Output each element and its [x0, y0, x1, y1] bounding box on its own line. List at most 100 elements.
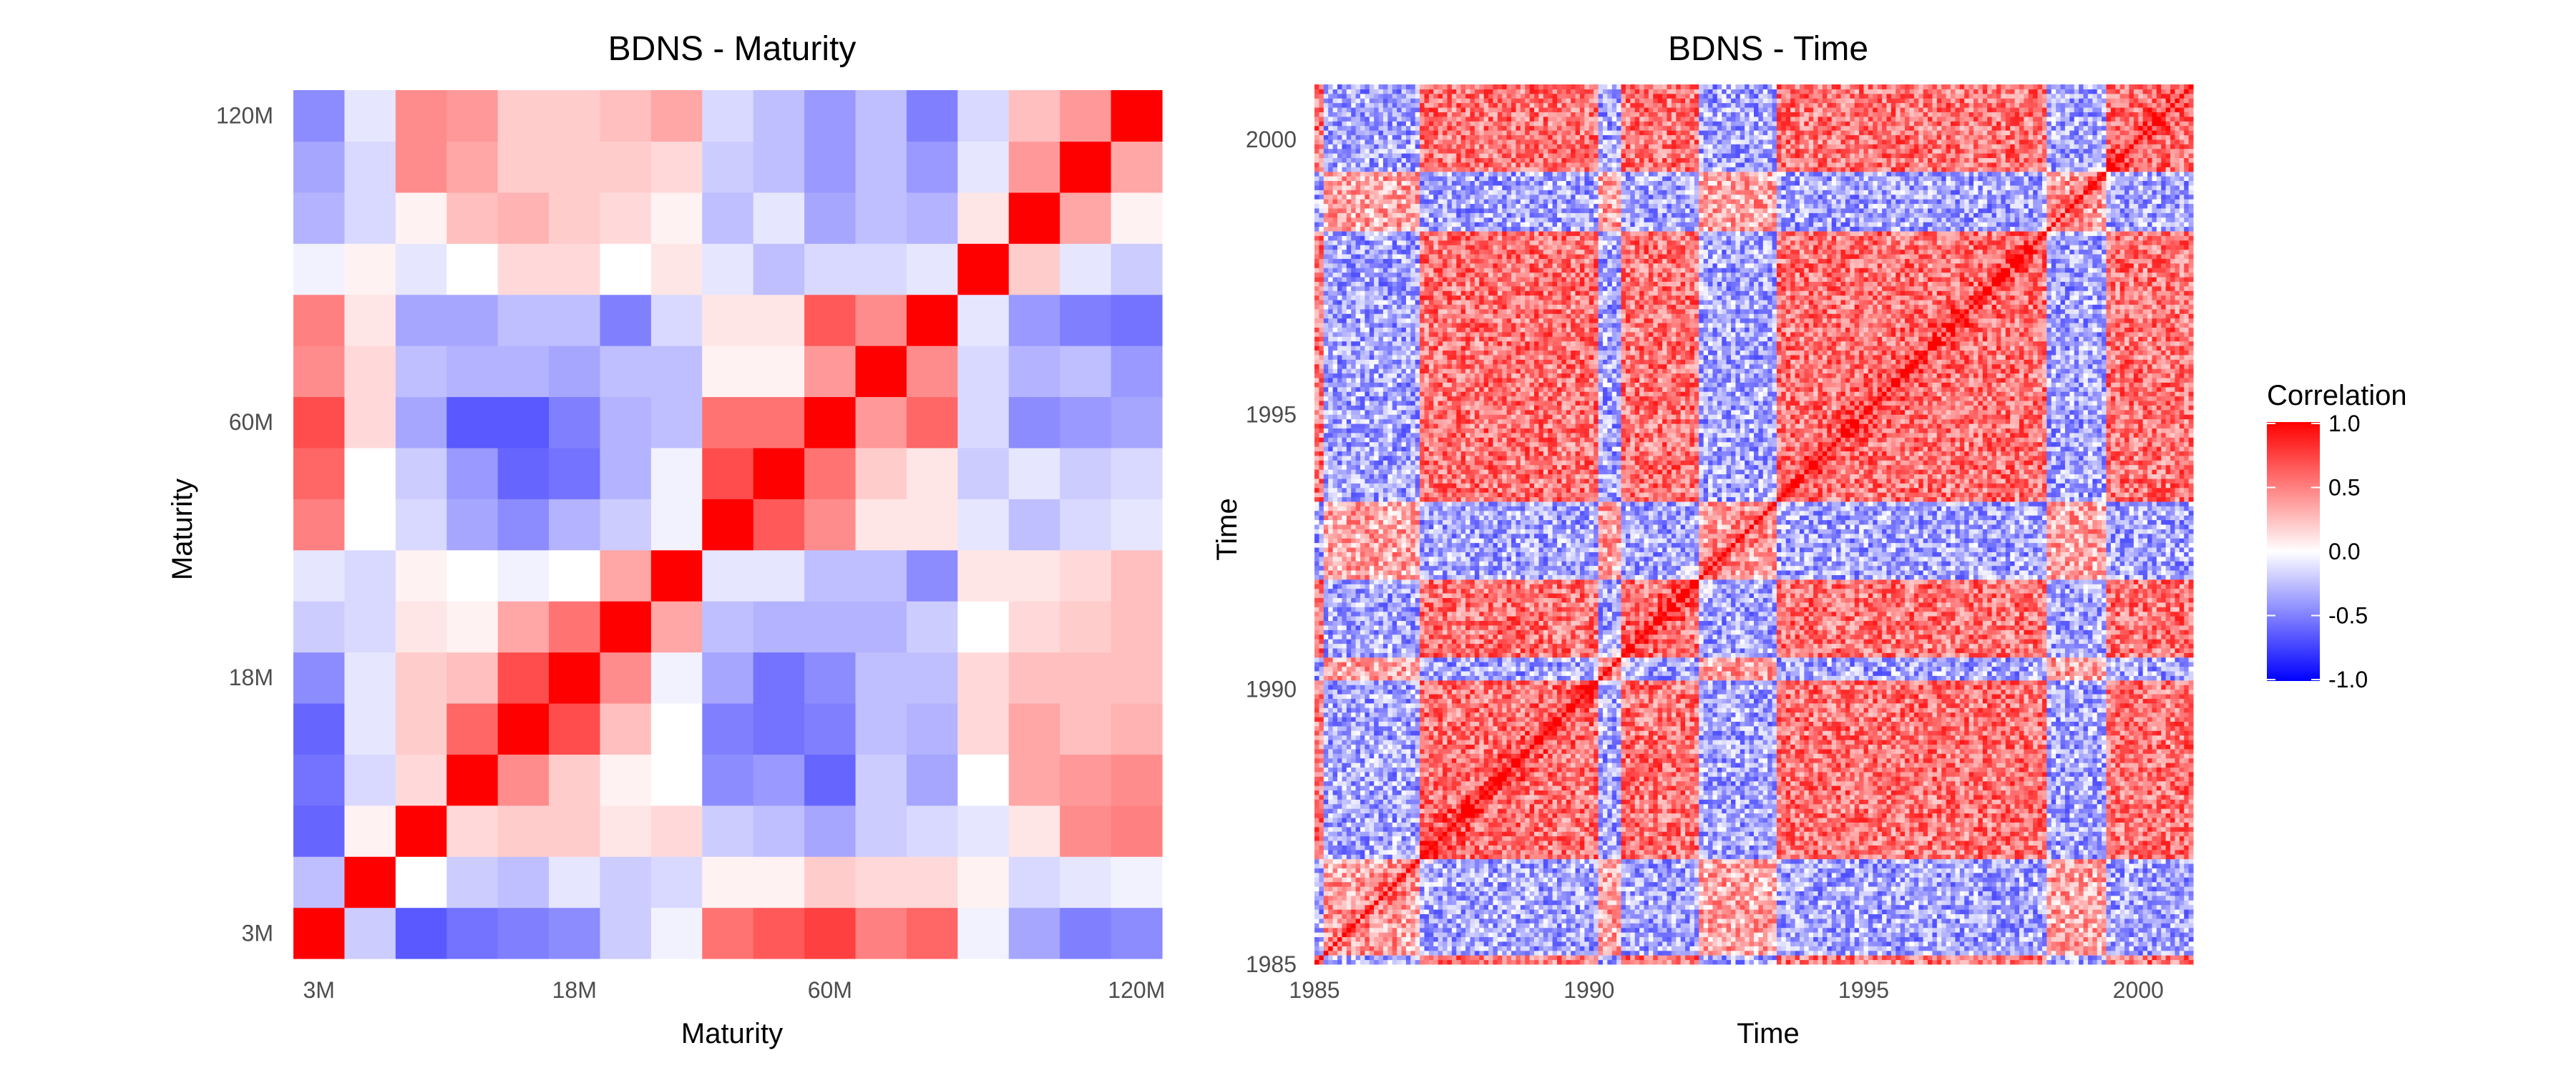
heatmap-cell	[1383, 946, 1388, 951]
heatmap-cell	[1351, 955, 1356, 960]
heatmap-cell	[344, 243, 396, 295]
heatmap-cell	[1576, 955, 1581, 960]
heatmap-cell	[2092, 960, 2097, 965]
heatmap-cell	[957, 192, 1009, 244]
heatmap-cell	[2046, 955, 2051, 960]
heatmap-cell	[1603, 951, 1608, 956]
heatmap-cell	[804, 295, 856, 346]
heatmap-cell	[344, 396, 396, 448]
heatmap-cell	[1525, 955, 1530, 960]
heatmap-cell	[2180, 955, 2185, 960]
heatmap-cell	[396, 295, 447, 346]
heatmap-cell	[1758, 946, 1763, 951]
heatmap-cell	[1905, 946, 1910, 951]
heatmap-cell	[1827, 960, 1832, 965]
heatmap-cell	[2033, 946, 2038, 951]
heatmap-cell	[1607, 951, 1612, 956]
heatmap-cell	[2046, 951, 2051, 956]
heatmap-cell	[1868, 951, 1873, 956]
heatmap-cell	[1397, 955, 1402, 960]
heatmap-cell	[1955, 960, 1960, 965]
heatmap-cell	[1681, 955, 1686, 960]
heatmap-cell	[396, 908, 447, 959]
heatmap-cell	[2111, 960, 2116, 965]
x-tick-label: 18M	[552, 977, 597, 1003]
heatmap-cell	[1996, 955, 2001, 960]
heatmap-cell	[293, 703, 345, 755]
heatmap-cell	[2042, 946, 2047, 951]
heatmap-cell	[2024, 951, 2029, 956]
heatmap-cell	[1918, 955, 1923, 960]
heatmap-cell	[856, 652, 907, 704]
y-tick-label: 60M	[229, 409, 273, 435]
heatmap-cell	[1662, 946, 1667, 951]
heatmap-cell	[1538, 946, 1543, 951]
heatmap-cell	[1946, 955, 1951, 960]
heatmap-cell	[1681, 946, 1686, 951]
heatmap-cell	[1511, 955, 1516, 960]
heatmap-cell	[1974, 955, 1979, 960]
heatmap-cell	[753, 601, 805, 652]
heatmap-cell	[1639, 960, 1644, 965]
heatmap-cell	[1337, 960, 1342, 965]
heatmap-cell	[2147, 951, 2152, 956]
heatmap-cell	[1009, 703, 1060, 755]
heatmap-cell	[1621, 955, 1626, 960]
heatmap-cell	[1639, 946, 1644, 951]
heatmap-cell	[1763, 960, 1768, 965]
heatmap-cell	[1479, 955, 1484, 960]
heatmap-cell	[1818, 946, 1823, 951]
heatmap-cell	[1502, 960, 1507, 965]
heatmap-cell	[856, 192, 907, 244]
heatmap-cell	[2161, 960, 2166, 965]
heatmap-cell	[1735, 955, 1740, 960]
heatmap-cell	[753, 703, 805, 755]
heatmap-cell	[1777, 946, 1782, 951]
heatmap-cell	[1484, 946, 1489, 951]
heatmap-cell	[1530, 951, 1535, 956]
heatmap-cell	[1992, 946, 1997, 951]
heatmap-cell	[1626, 951, 1631, 956]
heatmap-cell	[447, 346, 498, 397]
heatmap-cell	[1365, 951, 1370, 956]
heatmap-cell	[1662, 955, 1667, 960]
heatmap-cell	[651, 243, 703, 295]
heatmap-cell	[1443, 951, 1448, 956]
heatmap-cell	[396, 346, 447, 397]
heatmap-cell	[2065, 960, 2070, 965]
heatmap-cell	[2152, 946, 2157, 951]
heatmap-cell	[1452, 951, 1457, 956]
heatmap-cell	[1932, 955, 1937, 960]
heatmap-cell	[293, 499, 345, 550]
maturity-x-axis-label: Maturity	[681, 1018, 783, 1049]
heatmap-cell	[957, 754, 1009, 805]
heatmap-cell	[1836, 955, 1841, 960]
heatmap-cell	[1347, 946, 1352, 951]
heatmap-cell	[1060, 703, 1111, 755]
heatmap-cell	[1928, 946, 1933, 951]
heatmap-cell	[1599, 960, 1604, 965]
heatmap-cell	[1566, 946, 1571, 951]
heatmap-cell	[2046, 960, 2051, 965]
heatmap-cell	[1685, 960, 1690, 965]
heatmap-cell	[1777, 960, 1782, 965]
heatmap-cell	[1941, 960, 1946, 965]
heatmap-cell	[1978, 955, 1983, 960]
heatmap-cell	[2111, 955, 2116, 960]
heatmap-cell	[1818, 951, 1823, 956]
heatmap-cell	[651, 908, 703, 959]
heatmap-cell	[804, 90, 856, 142]
heatmap-cell	[549, 856, 600, 908]
heatmap-cell	[957, 243, 1009, 295]
heatmap-cell	[957, 908, 1009, 959]
heatmap-cell	[804, 908, 856, 959]
heatmap-cell	[1507, 951, 1512, 956]
heatmap-cell	[1548, 946, 1553, 951]
heatmap-cell	[600, 192, 651, 244]
heatmap-cell	[2097, 951, 2102, 956]
heatmap-cell	[396, 550, 447, 602]
heatmap-cell	[1111, 856, 1163, 908]
heatmap-cell	[344, 805, 396, 857]
heatmap-cell	[1402, 951, 1407, 956]
heatmap-cell	[753, 754, 805, 805]
